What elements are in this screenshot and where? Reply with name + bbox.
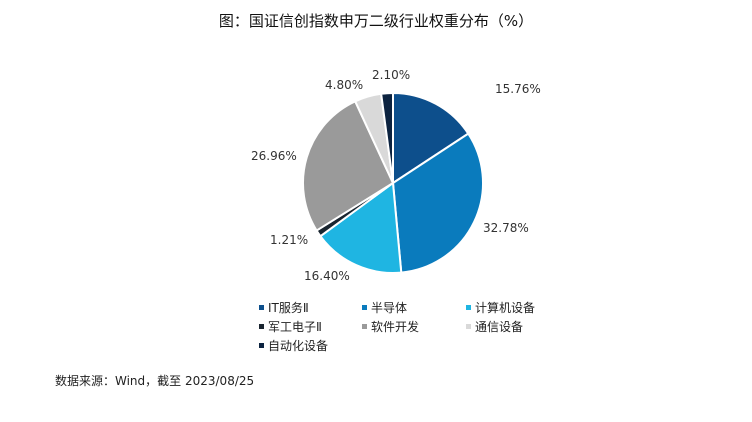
legend-label: 军工电子Ⅱ [268, 319, 322, 334]
legend-label: 自动化设备 [268, 338, 329, 353]
slice-label-7: 2.10% [372, 68, 410, 82]
pie-slice-3 [319, 181, 403, 274]
legend-label: 半导体 [371, 300, 408, 315]
legend-label: 软件开发 [371, 319, 420, 334]
slice-label-2: 32.78% [483, 221, 529, 235]
pie-slice-5 [302, 99, 395, 232]
legend-item-6: 通信设备 [466, 317, 566, 335]
slice-label-1: 15.76% [495, 82, 541, 96]
legend-swatch [466, 323, 471, 329]
legend-item-4: 军工电子Ⅱ [259, 317, 362, 335]
pie-slices [302, 91, 484, 274]
legend: IT服务Ⅱ 半导体 计算机设备军工电子Ⅱ 软件开发 通信设备自动化设备 [259, 298, 559, 354]
legend-item-5: 软件开发 [362, 317, 466, 335]
legend-item-7: 自动化设备 [259, 336, 362, 354]
legend-swatch [362, 323, 367, 329]
slice-label-6: 4.80% [325, 78, 363, 92]
pie-labels: 15.76% 32.78% 16.40% 1.21% 26.96% 4.80% 2.10% [251, 68, 541, 283]
pie-slice-2 [391, 132, 484, 274]
slice-label-5: 26.96% [251, 149, 297, 163]
legend-swatch [466, 304, 471, 310]
source-note: 数据来源：Wind，截至 2023/08/25 [55, 374, 255, 388]
legend-swatch [259, 304, 264, 310]
slice-label-3: 16.40% [304, 269, 350, 283]
legend-label: 通信设备 [475, 319, 524, 334]
legend-item-2: 半导体 [362, 298, 466, 316]
legend-item-3: 计算机设备 [466, 298, 566, 316]
legend-label: 计算机设备 [475, 300, 536, 315]
pie-slice-1 [392, 91, 470, 185]
legend-swatch [362, 304, 367, 310]
legend-swatch [259, 323, 264, 329]
legend-label: IT服务Ⅱ [268, 300, 309, 315]
chart-title: 图：国证信创指数申万二级行业权重分布（%） [218, 12, 534, 30]
slice-label-4: 1.21% [270, 233, 308, 247]
legend-swatch [259, 342, 264, 348]
pie-slice-7 [380, 91, 394, 184]
legend-item-1: IT服务Ⅱ [259, 298, 362, 316]
